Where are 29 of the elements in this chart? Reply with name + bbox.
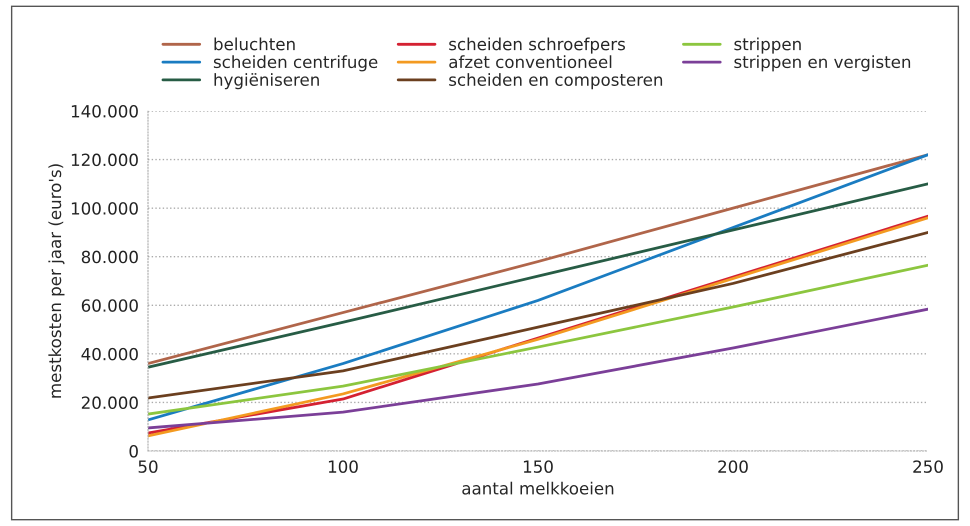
line-series	[148, 153, 928, 365]
line-series	[148, 153, 928, 422]
y-tick-label: 0	[129, 444, 138, 458]
legend-label: hygiëniseren	[214, 73, 319, 90]
line-series	[148, 231, 928, 400]
x-axis-title: aantal melkkoeien	[462, 482, 614, 495]
x-tick-label: 150	[524, 460, 553, 473]
legend-label: afzet conventioneel	[449, 55, 612, 68]
legend-label: scheiden centrifuge	[214, 55, 378, 72]
y-tick-label: 60.000	[82, 299, 138, 312]
line-series	[148, 182, 928, 369]
legend-label: scheiden schroefpers	[449, 37, 625, 54]
y-tick-label: 40.000	[81, 348, 138, 360]
y-tick-label: 120.000	[72, 154, 138, 166]
x-tick-label: 200	[718, 460, 748, 473]
line-series	[148, 264, 928, 416]
line-series	[148, 308, 928, 430]
y-tick-label: 80.000	[82, 250, 138, 264]
legend-label: strippen	[734, 37, 801, 54]
y-tick-label: 20.000	[82, 396, 138, 409]
legend-label: scheiden en composteren	[449, 73, 662, 90]
x-tick-label: 100	[328, 460, 358, 473]
x-tick-label: 250	[913, 460, 943, 473]
legend-label: beluchten	[214, 37, 295, 50]
legend-label: strippen en vergisten	[734, 55, 910, 72]
y-axis-title: mestkosten per jaar (euro's)	[48, 164, 64, 398]
y-tick-label: 100.000	[72, 202, 138, 215]
x-tick-label: 50	[138, 460, 158, 473]
y-tick-label: 140.000	[72, 104, 138, 118]
